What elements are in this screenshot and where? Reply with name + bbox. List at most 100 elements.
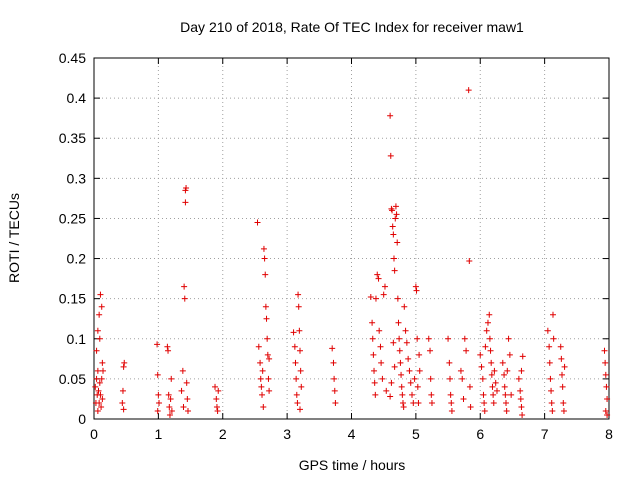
data-point	[184, 407, 191, 414]
data-point	[183, 184, 190, 191]
data-point	[398, 371, 405, 378]
data-point	[502, 391, 509, 398]
data-point	[481, 407, 488, 414]
data-point	[388, 379, 395, 386]
data-point	[492, 379, 499, 386]
data-point	[559, 371, 566, 378]
data-point	[603, 383, 610, 390]
data-point	[604, 395, 611, 402]
data-point	[488, 371, 495, 378]
data-point	[490, 399, 497, 406]
data-point	[508, 391, 515, 398]
data-point	[93, 347, 100, 354]
data-point	[501, 383, 508, 390]
data-point	[180, 403, 187, 410]
data-point	[409, 391, 416, 398]
data-point	[293, 375, 300, 382]
data-point	[387, 112, 394, 119]
x-tick-label: 4	[348, 426, 356, 442]
data-point	[165, 347, 172, 354]
data-point	[390, 339, 397, 346]
data-point	[428, 391, 435, 398]
data-point	[486, 311, 493, 318]
chart-title: Day 210 of 2018, Rate Of TEC Index for r…	[180, 19, 524, 35]
data-point	[557, 343, 564, 350]
data-point	[265, 375, 272, 382]
data-point	[391, 363, 398, 370]
data-point	[260, 245, 267, 252]
data-point	[96, 311, 103, 318]
data-point	[119, 399, 126, 406]
data-point	[96, 335, 103, 342]
y-tick-label: 0.15	[59, 291, 86, 307]
data-point	[407, 379, 414, 386]
data-point	[401, 303, 408, 310]
data-point	[154, 371, 161, 378]
data-point	[448, 407, 455, 414]
data-point	[398, 383, 405, 390]
data-point	[480, 391, 487, 398]
data-point	[260, 403, 267, 410]
data-point	[154, 407, 161, 414]
data-point	[387, 393, 394, 400]
data-point	[330, 359, 337, 366]
data-point	[120, 406, 127, 413]
data-point	[261, 255, 268, 262]
data-point	[369, 319, 376, 326]
data-point	[376, 327, 383, 334]
data-point	[504, 367, 511, 374]
data-point	[215, 387, 222, 394]
data-point	[414, 383, 421, 390]
data-point	[425, 335, 432, 342]
data-point	[548, 387, 555, 394]
data-point	[297, 347, 303, 354]
data-point	[544, 327, 551, 334]
data-point	[214, 407, 221, 414]
data-point	[331, 375, 338, 382]
data-point	[484, 319, 491, 326]
data-point	[254, 219, 261, 226]
data-point	[549, 311, 556, 318]
data-point	[165, 391, 172, 398]
data-point	[519, 411, 526, 418]
data-point	[460, 395, 467, 402]
data-point	[559, 383, 566, 390]
data-point	[156, 399, 163, 406]
data-point	[466, 257, 473, 264]
data-point	[297, 406, 303, 413]
y-tick-label: 0.4	[67, 90, 87, 106]
data-point	[392, 215, 399, 222]
data-point	[478, 363, 485, 370]
data-point	[374, 271, 381, 278]
data-point	[264, 335, 271, 342]
data-point	[370, 351, 377, 358]
y-tick-label: 0.25	[59, 210, 86, 226]
data-point	[154, 341, 161, 348]
data-point	[179, 367, 186, 374]
data-point	[411, 375, 418, 382]
data-point	[402, 327, 409, 334]
data-point	[428, 399, 435, 406]
y-tick-label: 0	[78, 411, 86, 427]
data-point	[298, 383, 305, 390]
data-point	[389, 223, 396, 230]
x-tick-label: 5	[412, 426, 420, 442]
data-point	[410, 399, 417, 406]
data-point	[390, 255, 397, 262]
data-point	[257, 375, 264, 382]
data-point	[212, 383, 219, 390]
data-point	[519, 353, 526, 360]
data-point	[503, 407, 510, 414]
data-point	[292, 359, 299, 366]
data-point	[262, 271, 269, 278]
data-point	[369, 335, 376, 342]
data-points	[92, 87, 611, 418]
x-tick-label: 3	[283, 426, 291, 442]
data-point	[371, 379, 378, 386]
data-point	[490, 391, 497, 398]
data-point	[546, 343, 553, 350]
data-point	[259, 391, 266, 398]
data-point	[262, 303, 269, 310]
data-point	[546, 359, 553, 366]
data-point	[293, 391, 300, 398]
